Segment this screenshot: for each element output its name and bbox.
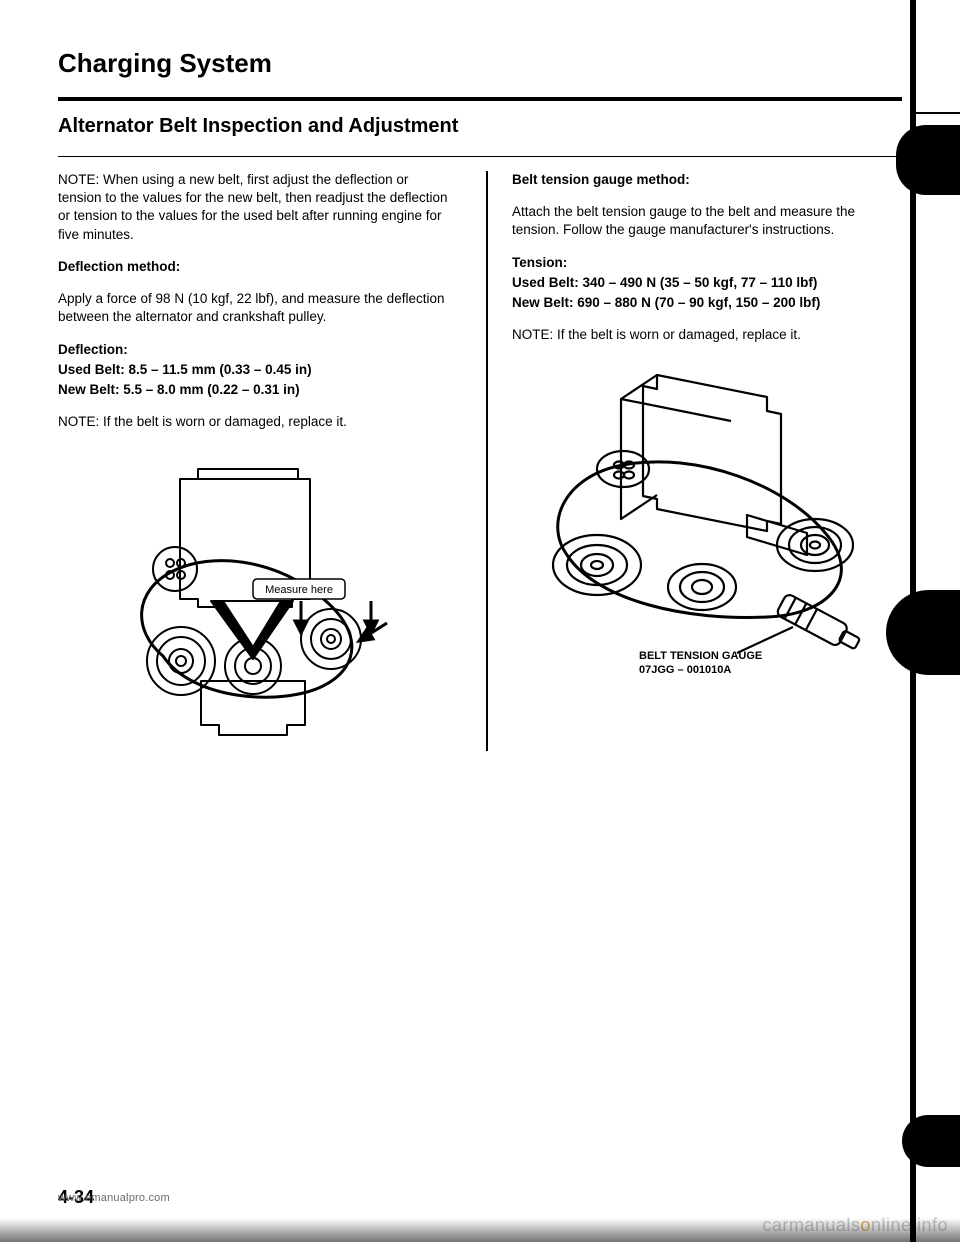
left-figure: Measure here (58, 451, 448, 751)
section-title: Alternator Belt Inspection and Adjustmen… (58, 115, 902, 138)
right-figure-svg: BELT TENSION GAUGE 07JGG – 001010A (527, 365, 887, 685)
left-used-belt: Used Belt: 8.5 – 11.5 mm (0.33 – 0.45 in… (58, 361, 448, 379)
watermark-bottom-left: www.emanualpro.com (58, 1192, 170, 1204)
page-body: Charging System Alternator Belt Inspecti… (0, 0, 960, 1242)
left-figure-svg: Measure here (103, 451, 403, 751)
gauge-label-2: 07JGG – 001010A (639, 664, 731, 676)
left-apply: Apply a force of 98 N (10 kgf, 22 lbf), … (58, 290, 448, 326)
wm-bl-prefix: www. (58, 1192, 85, 1204)
left-new-belt: New Belt: 5.5 – 8.0 mm (0.22 – 0.31 in) (58, 381, 448, 399)
chapter-title: Charging System (58, 48, 902, 79)
wm-bl-suffix: .com (145, 1192, 170, 1204)
left-column: NOTE: When using a new belt, first adjus… (58, 171, 448, 751)
right-tension-heading: Tension: (512, 254, 902, 272)
right-method-heading: Belt tension gauge method: (512, 171, 902, 189)
left-fig-label: Measure here (265, 584, 333, 596)
right-used-belt: Used Belt: 340 – 490 N (35 – 50 kgf, 77 … (512, 274, 902, 292)
left-deflection-heading: Deflection: (58, 341, 448, 359)
right-figure: BELT TENSION GAUGE 07JGG – 001010A (512, 365, 902, 685)
rule-under-chapter (58, 97, 902, 101)
right-column: Belt tension gauge method: Attach the be… (486, 171, 902, 751)
left-note2: NOTE: If the belt is worn or damaged, re… (58, 413, 448, 431)
left-method-heading: Deflection method: (58, 258, 448, 276)
gauge-label-1: BELT TENSION GAUGE (639, 650, 762, 662)
two-column-layout: NOTE: When using a new belt, first adjus… (58, 171, 902, 751)
right-note: NOTE: If the belt is worn or damaged, re… (512, 326, 902, 344)
scan-bottom-shadow (0, 1218, 960, 1242)
right-new-belt: New Belt: 690 – 880 N (70 – 90 kgf, 150 … (512, 294, 902, 312)
rule-under-section (58, 156, 902, 157)
wm-bl-mid: emanualpro (85, 1192, 145, 1204)
left-note1: NOTE: When using a new belt, first adjus… (58, 171, 448, 244)
right-attach: Attach the belt tension gauge to the bel… (512, 203, 902, 239)
